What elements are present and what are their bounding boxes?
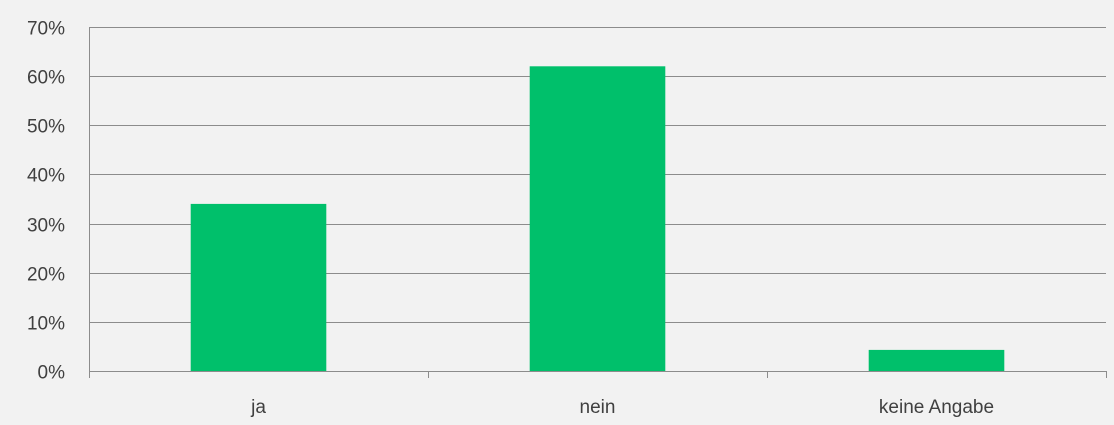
tick-labels: 0% 10% 20% 30% 40% 50% 60% 70% ja nein keine Angab… bbox=[27, 19, 994, 419]
y-tick-label: 10% bbox=[27, 314, 65, 335]
y-tick-label: 60% bbox=[27, 68, 65, 89]
bar-nein bbox=[529, 66, 666, 372]
bar-keine-angabe bbox=[868, 349, 1005, 371]
x-tick-label: ja bbox=[250, 397, 266, 418]
axes bbox=[89, 27, 1107, 378]
bar-ja bbox=[190, 203, 327, 371]
x-tick-label: nein bbox=[580, 397, 616, 418]
x-tick-label: keine Angabe bbox=[879, 397, 994, 418]
y-tick-label: 70% bbox=[27, 19, 65, 40]
y-tick-label: 20% bbox=[27, 265, 65, 286]
bars bbox=[190, 66, 1005, 372]
y-tick-label: 40% bbox=[27, 166, 65, 187]
y-tick-label: 50% bbox=[27, 117, 65, 138]
y-tick-label: 0% bbox=[38, 363, 66, 384]
y-tick-label: 30% bbox=[27, 216, 65, 237]
